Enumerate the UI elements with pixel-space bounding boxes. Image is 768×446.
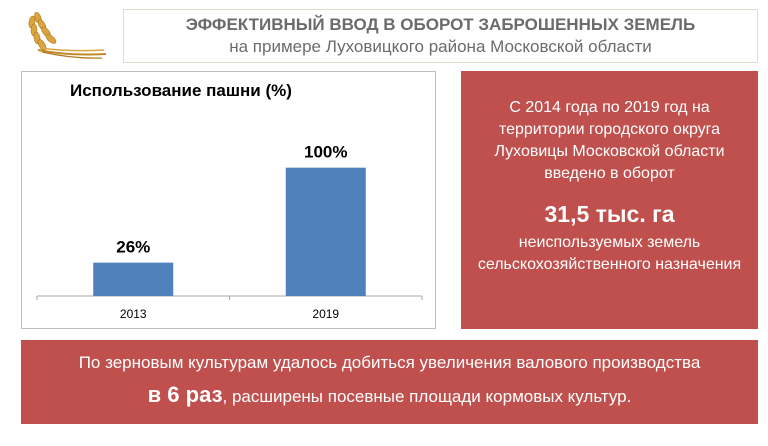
data-label-2019: 100%: [304, 143, 347, 162]
bar-2019: [285, 167, 366, 296]
wheat-ears-icon: [28, 11, 107, 59]
bar-2013: [93, 262, 174, 296]
tick-label-2013: 2013: [120, 307, 147, 321]
chart-panel: Использование пашни (%) 26% 2013 100% 2019: [21, 71, 436, 329]
info-text-after: неиспользуемых земель сельскохозяйственн…: [477, 234, 742, 273]
footer-line2-rest: , расширены посевные площади кормовых ку…: [222, 387, 632, 406]
info-text-before: С 2014 года по 2019 год на территории го…: [494, 99, 725, 182]
info-panel: С 2014 года по 2019 год на территории го…: [461, 71, 758, 329]
bar-chart: Использование пашни (%) 26% 2013 100% 2019: [36, 81, 423, 321]
chart-title: Использование пашни (%): [70, 81, 292, 100]
info-highlight: 31,5 тыс. га: [544, 201, 675, 227]
footer-line1: По зерновым культурам удалось добиться у…: [78, 353, 701, 372]
tick-label-2019: 2019: [312, 307, 339, 321]
page-subtitle: на примере Луховицкого района Московской…: [229, 37, 652, 56]
header-box: ЭФФЕКТИВНЫЙ ВВОД В ОБОРОТ ЗАБРОШЕННЫХ ЗЕ…: [123, 9, 758, 63]
data-label-2013: 26%: [116, 238, 150, 257]
footer-highlight: в 6 раз: [147, 382, 223, 407]
footer-line2: в 6 раз, расширены посевные площади корм…: [21, 382, 758, 408]
page-title: ЭФФЕКТИВНЫЙ ВВОД В ОБОРОТ ЗАБРОШЕННЫХ ЗЕ…: [185, 15, 696, 34]
footer-panel: По зерновым культурам удалось добиться у…: [21, 340, 758, 424]
